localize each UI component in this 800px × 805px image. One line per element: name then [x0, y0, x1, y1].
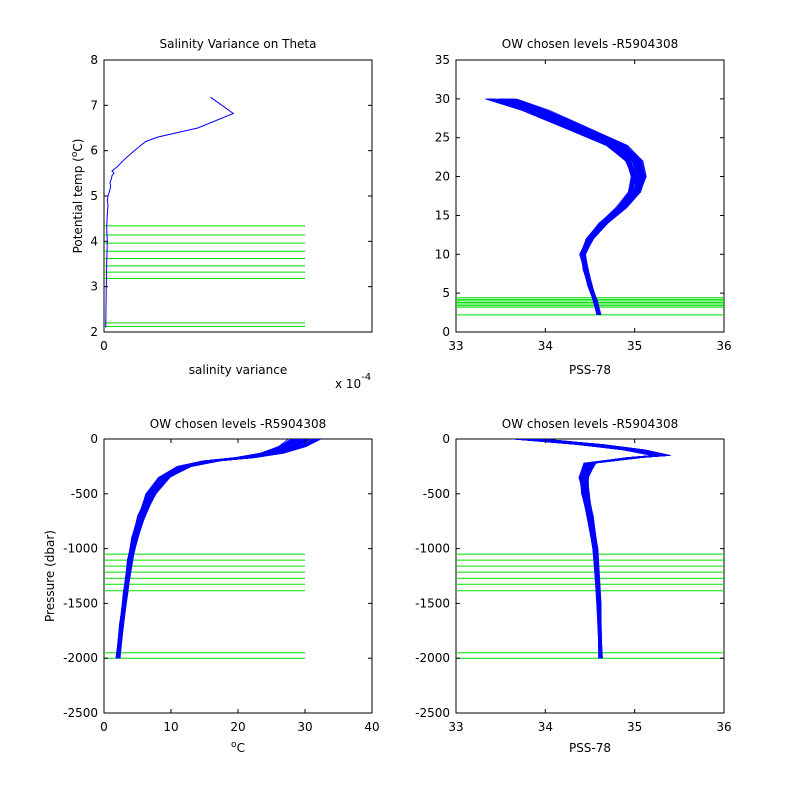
x-tick-label: 20 — [230, 720, 245, 734]
y-tick-label: -500 — [423, 487, 450, 501]
y-tick-label: 35 — [435, 53, 450, 67]
panel-salinity-pressure: OW chosen levels -R5904308 PSS-78 33 34 35… — [415, 417, 732, 755]
y-tick-label: 20 — [435, 170, 450, 184]
x-tick-label: 10 — [163, 720, 178, 734]
x-axis-label: PSS-78 — [569, 363, 611, 377]
y-tick-label: 7 — [90, 98, 98, 112]
data-layer — [456, 439, 724, 659]
x-tick-label: 30 — [297, 720, 312, 734]
y-tick-label: 25 — [435, 131, 450, 145]
y-tick-label: -2500 — [63, 706, 98, 720]
float-profile-line — [495, 98, 636, 315]
y-tick-label: 0 — [442, 325, 450, 339]
x-tick-label: 33 — [448, 720, 463, 734]
data-layer — [104, 96, 305, 328]
x-axis-label: PSS-78 — [569, 741, 611, 755]
x-axis-label: salinity variance — [189, 363, 288, 377]
y-tick-label: 8 — [90, 53, 98, 67]
chart-title: OW chosen levels -R5904308 — [502, 417, 678, 431]
y-tick-label: -1000 — [63, 542, 98, 556]
data-layer — [104, 439, 322, 659]
panel-temperature-pressure: OW chosen levels -R5904308 oC Pressure (… — [43, 417, 380, 755]
y-tick-label: -500 — [71, 487, 98, 501]
y-tick-label: 0 — [442, 432, 450, 446]
y-tick-label: -1000 — [415, 542, 450, 556]
variance-line — [105, 96, 235, 328]
x-tick-label: 0 — [100, 339, 108, 353]
plot-area — [455, 438, 725, 714]
panel-salinity-variance: Salinity Variance on Theta salinity vari… — [70, 37, 373, 391]
float-profile-line — [500, 98, 639, 315]
float-profile-line — [119, 439, 308, 659]
panel-salinity-theta: OW chosen levels -R5904308 PSS-78 33 34 35… — [435, 37, 732, 377]
y-tick-label: -1500 — [415, 596, 450, 610]
y-tick-label: -1500 — [63, 596, 98, 610]
float-profile-line — [116, 439, 302, 659]
x-tick-label: 40 — [364, 720, 379, 734]
y-tick-label: 0 — [90, 432, 98, 446]
plot-area — [103, 438, 373, 714]
y-axis-label: Potential temp (oC) — [70, 139, 85, 254]
plot-area — [103, 59, 373, 333]
float-profile-line — [513, 439, 654, 659]
float-profile-line — [510, 98, 644, 315]
y-axis-label: Pressure (dbar) — [43, 530, 57, 622]
chart-title: OW chosen levels -R5904308 — [150, 417, 326, 431]
x-tick-label: 0 — [100, 720, 108, 734]
x-tick-label: 36 — [716, 339, 731, 353]
y-tick-label: -2000 — [415, 651, 450, 665]
x-tick-label: 34 — [538, 720, 553, 734]
x-tick-label: 34 — [538, 339, 553, 353]
float-profile-line — [529, 439, 662, 659]
chart-title: Salinity Variance on Theta — [160, 37, 317, 51]
y-tick-label: 30 — [435, 92, 450, 106]
y-tick-label: 15 — [435, 208, 450, 222]
x-tick-label: 33 — [448, 339, 463, 353]
x-tick-label: 35 — [627, 720, 642, 734]
x-tick-label: 35 — [627, 339, 642, 353]
y-tick-label: 5 — [442, 286, 450, 300]
y-tick-label: -2000 — [63, 651, 98, 665]
y-tick-label: -2500 — [415, 706, 450, 720]
x-tick-label: 36 — [716, 720, 731, 734]
y-tick-label: 4 — [90, 234, 98, 248]
y-tick-label: 6 — [90, 144, 98, 158]
data-layer — [456, 98, 724, 316]
x-axis-label: oC — [231, 740, 245, 755]
y-tick-label: 3 — [90, 280, 98, 294]
chart-title: OW chosen levels -R5904308 — [502, 37, 678, 51]
y-tick-label: 10 — [435, 247, 450, 261]
y-tick-label: 2 — [90, 325, 98, 339]
y-tick-label: 5 — [90, 189, 98, 203]
x-axis-exponent: x 10-4 — [335, 372, 371, 391]
